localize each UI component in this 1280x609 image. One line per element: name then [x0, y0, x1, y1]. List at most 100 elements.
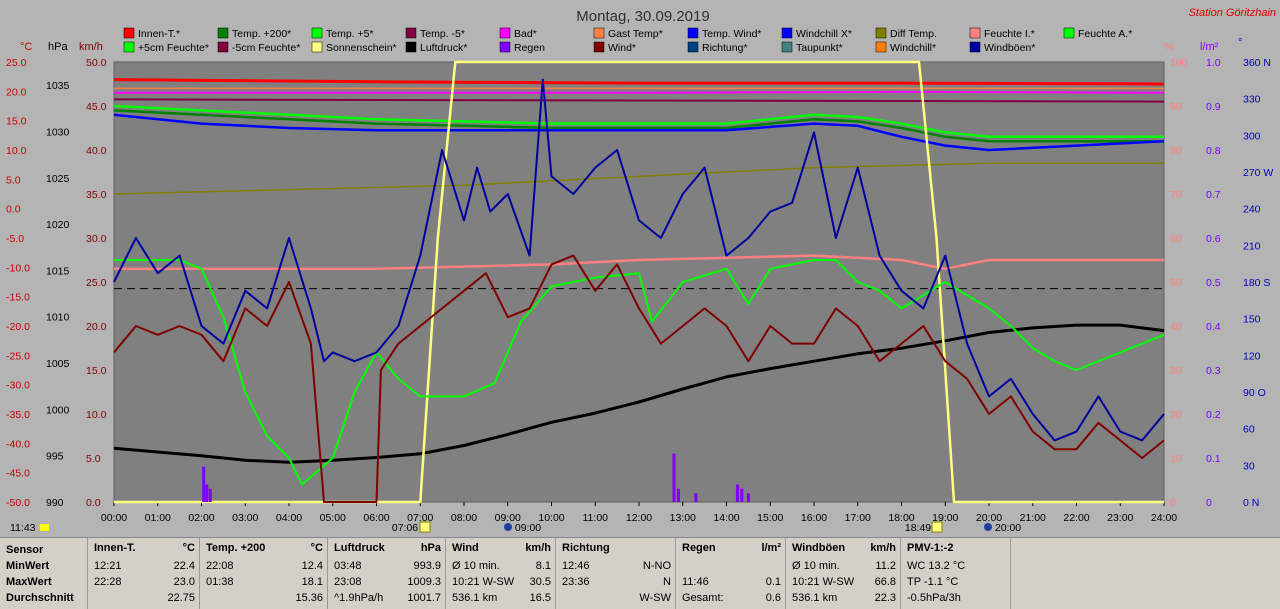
- stats-cell-label: 23:36: [562, 576, 590, 588]
- legend-label: Bad*: [514, 28, 537, 40]
- legend-item: Taupunkt*: [781, 41, 843, 54]
- legend: Innen-T.* Temp. +200* Temp. +5* Temp. -5* Ba…: [123, 27, 1132, 54]
- legend-item: Windböen*: [969, 41, 1035, 54]
- stats-cell-row: Ø 10 min. 8.1: [452, 558, 551, 574]
- stats-cell-label: 22:28: [94, 576, 122, 588]
- stats-cell-value: 22.75: [167, 592, 195, 604]
- series: [113, 60, 1165, 504]
- weather-chart: Montag, 30.09.2019 Station Göritzhain In…: [6, 7, 1276, 534]
- legend-label: Innen-T.*: [138, 28, 180, 40]
- stats-cell-value: 16.5: [529, 592, 551, 604]
- time-tick: 20:00: [976, 512, 1002, 524]
- time-tick: 19:00: [932, 512, 958, 524]
- time-tick: 23:00: [1107, 512, 1133, 524]
- time-tick: 06:00: [363, 512, 389, 524]
- marker-sunrise: 07:06: [392, 522, 418, 534]
- direction-tick: 120: [1243, 350, 1261, 362]
- stats-cell-value: 22.4: [173, 560, 195, 572]
- chart-title: Montag, 30.09.2019: [576, 8, 709, 25]
- temp-tick: 25.0: [6, 57, 27, 69]
- stats-col-4: Richtung 12:46 N-NO 23:36 N W-SW: [556, 538, 676, 609]
- stats-cell-value: 23.0: [173, 576, 195, 588]
- humidity-tick: 80: [1170, 145, 1182, 157]
- legend-swatch: [123, 41, 135, 53]
- pressure-tick: 1035: [46, 80, 70, 92]
- temp-unit-label: °C: [20, 41, 32, 53]
- stats-cell-label: 03:48: [334, 560, 362, 572]
- stats-cell-row: 536.1 km 16.5: [452, 590, 551, 606]
- rain-tick: 1.0: [1206, 57, 1221, 69]
- stats-col-name: Regen: [682, 542, 716, 554]
- row-label-min: MinWert: [6, 560, 50, 572]
- moonset-icon: [984, 523, 992, 531]
- temp-tick: -20.0: [6, 321, 30, 333]
- stats-cell-value: N-NO: [642, 560, 671, 572]
- pressure-tick: 1030: [46, 126, 70, 138]
- stats-cell-label: Gesamt:: [682, 592, 724, 604]
- stats-col-unit: l/m²: [761, 542, 781, 554]
- legend-swatch: [593, 41, 605, 53]
- temp-tick: 15.0: [6, 116, 27, 128]
- direction-tick: 180 S: [1243, 277, 1270, 289]
- stats-cell-value: 22.3: [874, 592, 896, 604]
- stats-cell-row: 10:21 W-SW 30.5: [452, 574, 551, 590]
- sunrise-icon: [419, 521, 431, 533]
- series-line-0: [113, 78, 1165, 86]
- direction-tick: 60: [1243, 424, 1255, 436]
- legend-label: Windchill*: [890, 42, 936, 54]
- legend-swatch: [311, 41, 323, 53]
- stats-cell-label: 12:46: [562, 560, 590, 572]
- stats-cell-row: -0.5hPa/3h: [907, 590, 1006, 606]
- temp-tick: 10.0: [6, 145, 27, 157]
- series-line-3: [113, 98, 1165, 103]
- legend-swatch: [499, 27, 511, 39]
- legend-swatch: [875, 27, 887, 39]
- time-tick: 07:00: [407, 512, 433, 524]
- time-tick: 16:00: [801, 512, 827, 524]
- wind-tick: 45.0: [86, 101, 107, 113]
- direction-tick: 330: [1243, 94, 1261, 106]
- stats-cell-label: 01:38: [206, 576, 234, 588]
- stats-cell-value: 1009.3: [407, 576, 441, 588]
- stats-cell-label: WC 13.2 °C: [907, 560, 966, 572]
- time-markers: 11:43 07:06 09:00 18:49 20:00: [10, 521, 1021, 534]
- stats-col-3: Wind km/h Ø 10 min. 8.1 10:21 W-SW 30.5 536.1 …: [446, 538, 556, 609]
- stats-cell-row: Gesamt: 0.6: [682, 590, 781, 606]
- legend-swatch: [123, 27, 135, 39]
- stats-cell-label: 536.1 km: [792, 592, 838, 604]
- sun-icon: [40, 524, 49, 531]
- humidity-tick: 10: [1170, 453, 1182, 465]
- legend-label: -5cm Feuchte*: [232, 42, 300, 54]
- stats-cell-row: 536.1 km 22.3: [792, 590, 896, 606]
- stats-cell-label: -0.5hPa/3h: [907, 592, 961, 604]
- temp-tick: 20.0: [6, 86, 27, 98]
- legend-item: -5cm Feuchte*: [217, 41, 300, 54]
- legend-swatch: [687, 41, 699, 53]
- pressure-tick: 1000: [46, 404, 70, 416]
- legend-item: Innen-T.*: [123, 27, 180, 40]
- humidity-tick: 90: [1170, 101, 1182, 113]
- wind-tick: 15.0: [86, 365, 107, 377]
- legend-label: Temp. -5*: [420, 28, 465, 40]
- rain-tick: 0.4: [1206, 321, 1221, 333]
- direction-tick: 210: [1243, 240, 1261, 252]
- legend-swatch: [405, 27, 417, 39]
- stats-cell-value: 30.5: [529, 576, 551, 588]
- legend-item: Temp. +5*: [311, 27, 374, 40]
- wind-tick: 0.0: [86, 497, 101, 509]
- stats-cell-label: TP -1.1 °C: [907, 576, 959, 588]
- temp-tick: -45.0: [6, 468, 30, 480]
- direction-tick: 30: [1243, 460, 1255, 472]
- time-tick: 11:00: [583, 512, 609, 524]
- pressure-unit-label: hPa: [48, 41, 68, 53]
- temp-tick: 5.0: [6, 174, 21, 186]
- legend-swatch: [217, 41, 229, 53]
- rain-tick: 0.8: [1206, 145, 1221, 157]
- direction-tick: 360 N: [1243, 57, 1271, 69]
- legend-swatch: [1063, 27, 1075, 39]
- time-tick: 02:00: [188, 512, 214, 524]
- stats-cell-value: 66.8: [874, 576, 896, 588]
- stats-col-unit: °C: [310, 542, 323, 554]
- series-line-4: [113, 104, 1164, 139]
- legend-item: Temp. +200*: [217, 27, 291, 40]
